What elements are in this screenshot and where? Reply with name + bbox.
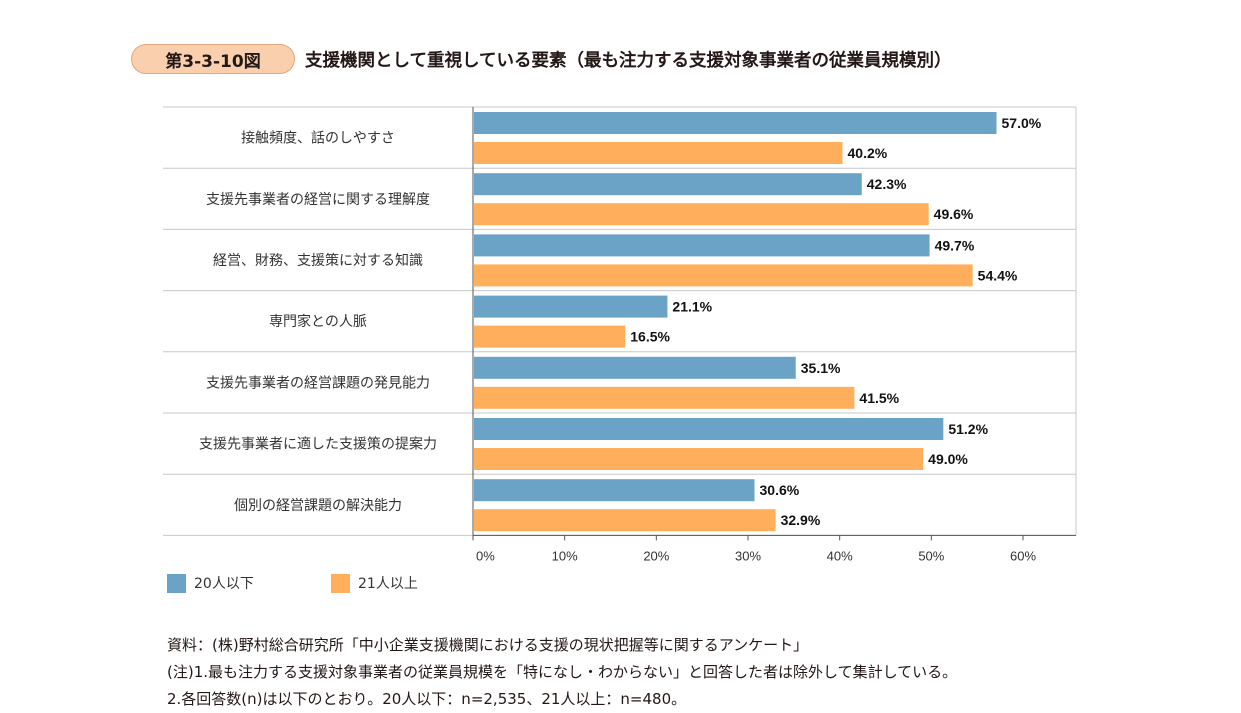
x-tick-label: 10% (552, 548, 578, 563)
bar-series2 (474, 264, 973, 287)
bar-chart: 接触頻度、話のしやすさ 57.0% 40.2% 支援先事業者の経営に関する理解度 42.… (163, 106, 1077, 563)
category-label: 支援先事業者の経営に関する理解度 (206, 192, 430, 208)
bar-series2 (474, 203, 929, 226)
x-tick-label: 60% (1010, 548, 1036, 563)
note-2: 2.各回答数(n)は以下のとおり。20人以下：n=2,535、21人以上：n=4… (167, 690, 687, 708)
data-label: 49.0% (928, 451, 968, 467)
bar-series2 (474, 509, 776, 532)
data-label: 40.2% (848, 145, 888, 161)
data-label: 42.3% (867, 176, 907, 192)
data-label: 54.4% (978, 267, 1018, 283)
data-label: 41.5% (859, 390, 899, 406)
x-tick-label: 30% (735, 548, 761, 563)
bar-series1 (474, 173, 862, 196)
legend-item-series1: 20人以下 (167, 573, 254, 593)
data-label: 32.9% (781, 512, 821, 528)
legend-swatch-series1 (167, 573, 186, 593)
bar-series2 (474, 325, 626, 348)
source-note: 資料：(株)野村総合研究所「中小企業支援機関における支援の現状把握等に関するアン… (167, 636, 809, 654)
category-label: 経営、財務、支援策に対する知識 (213, 252, 423, 269)
x-tick-label: 40% (827, 548, 853, 563)
category-label: 専門家との人脈 (269, 313, 367, 330)
legend-item-series2: 21人以上 (331, 573, 418, 593)
bar-series1 (474, 479, 755, 502)
category-label: 接触頻度、話のしやすさ (241, 130, 395, 147)
data-label: 51.2% (948, 421, 988, 437)
category-label: 支援先事業者の経営課題の発見能力 (206, 375, 430, 391)
bar-series1 (474, 234, 930, 257)
legend-swatch-series2 (331, 573, 350, 593)
data-label: 16.5% (630, 329, 670, 345)
figure-header: 第3-3-10図 支援機関として重視している要素（最も注力する支援対象事業者の従… (131, 43, 951, 75)
legend-label-series1: 20人以下 (194, 576, 254, 592)
x-tick-label: 50% (918, 548, 944, 563)
note-1: (注)1.最も注力する支援対象事業者の従業員規模を「特になし・わからない」と回答… (167, 663, 958, 681)
x-tick-label: 0% (476, 548, 495, 563)
bar-series2 (474, 142, 843, 164)
data-label: 57.0% (1002, 115, 1042, 131)
data-label: 35.1% (801, 360, 841, 376)
bar-series1 (474, 356, 796, 379)
figure-notes: 資料：(株)野村総合研究所「中小企業支援機関における支援の現状把握等に関するアン… (167, 632, 957, 713)
data-label: 49.6% (934, 206, 974, 222)
data-label: 49.7% (935, 237, 975, 253)
bar-series1 (474, 418, 944, 440)
bar-series1 (474, 295, 668, 318)
legend-label-series2: 21人以上 (358, 576, 418, 592)
bar-series2 (474, 448, 924, 470)
data-label: 21.1% (672, 299, 712, 315)
category-label: 支援先事業者に適した支援策の提案力 (199, 436, 437, 453)
bar-series1 (474, 112, 997, 134)
category-label: 個別の経営課題の解決能力 (234, 498, 402, 514)
x-tick-label: 20% (643, 548, 669, 563)
figure-number-badge: 第3-3-10図 (131, 44, 295, 74)
figure-title: 支援機関として重視している要素（最も注力する支援対象事業者の従業員規模別） (305, 50, 952, 71)
bar-series2 (474, 386, 855, 409)
data-label: 30.6% (760, 482, 800, 498)
